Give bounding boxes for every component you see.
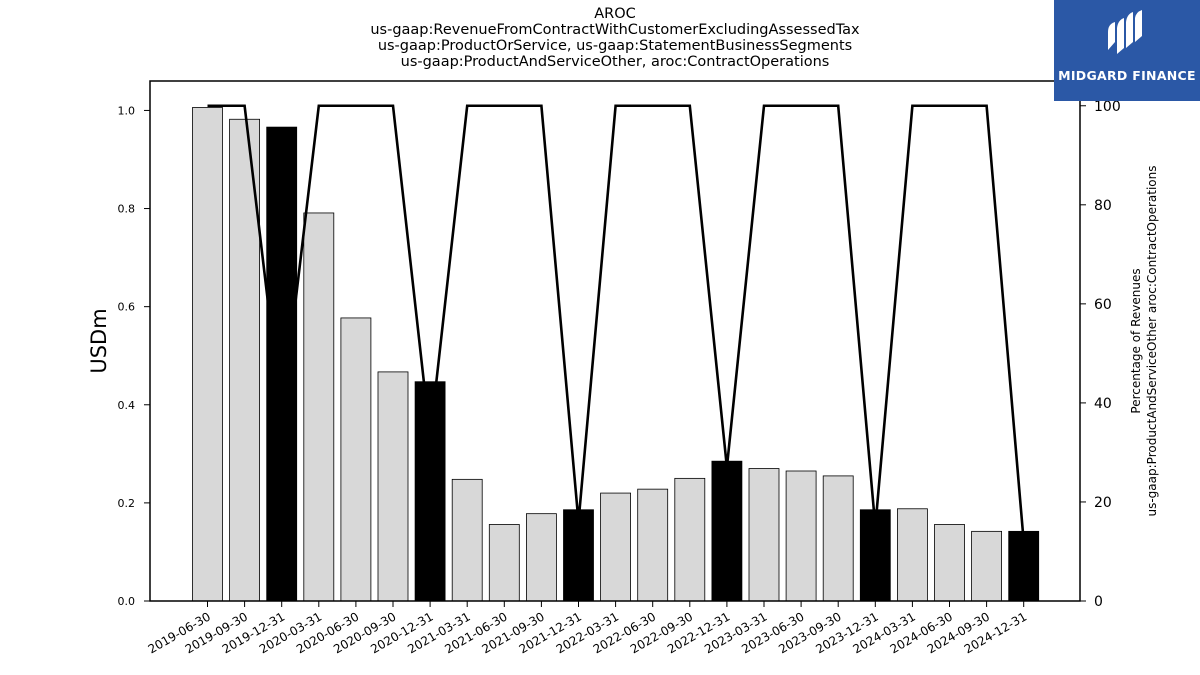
y2-tick-label: 60 (1094, 297, 1112, 313)
y2-axis-label-line2: us-gaap:ProductAndServiceOther aroc:Cont… (1145, 166, 1159, 517)
bar-highlighted (711, 460, 743, 602)
line-layer (207, 104, 1025, 542)
chart-title-line: AROC (594, 6, 636, 22)
percentage-line (207, 104, 1025, 542)
bar (192, 107, 223, 602)
brand-logo: MIDGARD FINANCE (1054, 0, 1200, 101)
bar (600, 492, 631, 602)
y-tick-label: 1.0 (118, 104, 136, 117)
bar (785, 470, 817, 602)
y2-tick-label: 20 (1094, 495, 1112, 511)
left-axis: 0.0 0.2 0.4 0.6 0.8 1.0 (118, 104, 150, 608)
bar-highlighted (563, 509, 594, 602)
bar-highlighted (1008, 530, 1040, 602)
y2-tick-label: 100 (1094, 99, 1121, 115)
y2-axis-label-line1: Percentage of Revenues (1129, 268, 1143, 413)
chart-title-line: us-gaap:RevenueFromContractWithCustomerE… (370, 22, 860, 38)
right-axis: 0 20 40 60 80 100 (1080, 99, 1121, 610)
bar (897, 508, 928, 602)
bar-highlighted (414, 381, 446, 602)
bar (451, 478, 483, 602)
midgard-logo-icon (1108, 10, 1142, 54)
bar (526, 513, 557, 602)
bar (637, 488, 669, 602)
bar (822, 475, 854, 602)
y-tick-label: 0.6 (118, 301, 136, 314)
x-axis: 2019-06-302019-09-302019-12-312020-03-31… (146, 601, 1029, 656)
bar (488, 524, 520, 602)
logo-text: MIDGARD FINANCE (1058, 68, 1196, 83)
bar (377, 371, 409, 602)
y-tick-label: 0.8 (118, 203, 136, 216)
y-axis-label: USDm (87, 308, 111, 373)
chart-title: AROC us-gaap:RevenueFromContractWithCust… (365, 6, 865, 70)
bar (971, 530, 1002, 602)
bars-layer (192, 107, 1040, 602)
bar-highlighted (266, 126, 298, 602)
y2-tick-label: 80 (1094, 198, 1112, 214)
plot-frame (149, 80, 1081, 602)
y-tick-label: 0.4 (118, 399, 136, 412)
chart-title-line: us-gaap:ProductOrService, us-gaap:Statem… (377, 38, 853, 54)
y-tick-label: 0.0 (118, 595, 136, 608)
bar (934, 524, 965, 602)
chart-title-line: us-gaap:ProductAndServiceOther, aroc:Con… (400, 54, 830, 70)
bar (303, 212, 335, 602)
bar (748, 468, 780, 602)
y2-tick-label: 40 (1094, 396, 1112, 412)
y2-tick-label: 0 (1094, 594, 1103, 610)
y-tick-label: 0.2 (118, 497, 136, 510)
bar (674, 477, 706, 602)
bar (340, 317, 372, 602)
